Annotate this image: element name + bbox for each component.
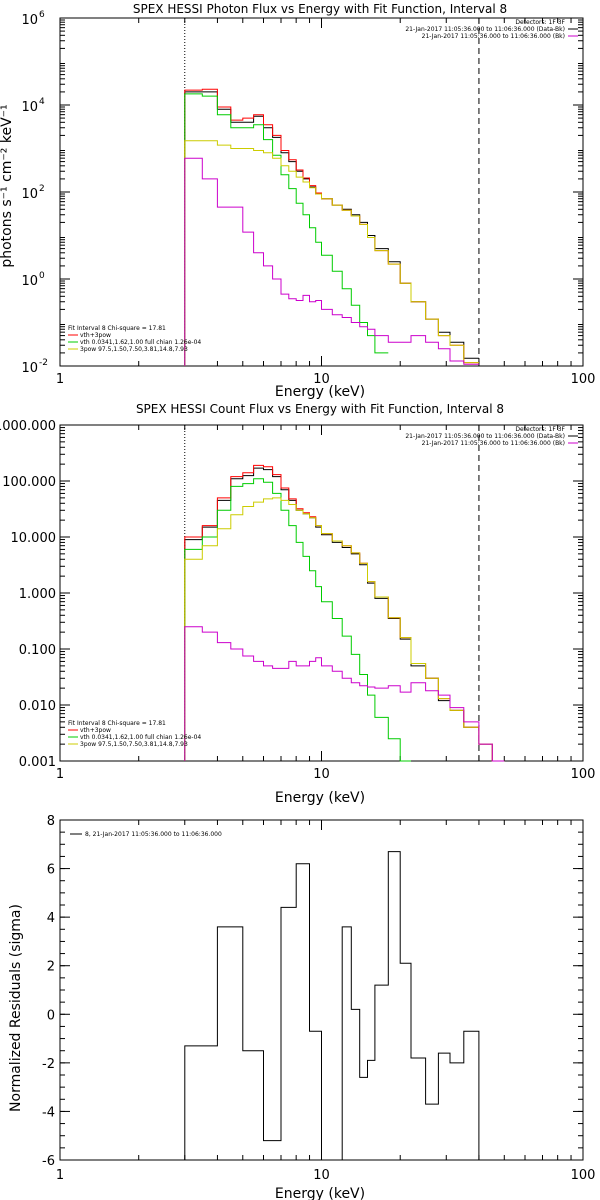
photon-flux-xtick-label: 100 xyxy=(571,372,596,387)
residuals-ytick-label: -2 xyxy=(42,1057,55,1072)
count-flux-ytick-label: 1000.000 xyxy=(0,419,56,434)
photon-flux-ytick-label: 10 xyxy=(21,100,38,115)
count-flux-legend-top-entry: 21-Jan-2017 11:05:36.000 to 11:06:36.000… xyxy=(405,433,565,440)
count-flux-ytick-label: 0.001 xyxy=(19,755,56,770)
residuals-marks: 1 10 100 -6 -4 -2 0 2 4 6 8 8, 21-Jan-2017 11:05:36… xyxy=(42,814,595,1183)
residuals-ytick-label: 2 xyxy=(47,960,55,975)
count-flux-ytick-label: 100.000 xyxy=(2,475,56,490)
photon-flux-series-vth xyxy=(184,93,389,366)
count-flux-series-bk xyxy=(184,626,505,762)
photon-flux-series-bk xyxy=(184,157,479,366)
residuals-series-line xyxy=(184,851,480,1161)
count-flux-legend-top-entry: 21-Jan-2017 11:05:36.000 to 11:06:36.000… xyxy=(422,440,565,447)
photon-flux-ytick-exponent: 0 xyxy=(39,271,45,281)
count-flux-series-vth xyxy=(184,478,411,762)
residuals-panel: Energy (keV) Normalized Residuals (sigma… xyxy=(8,814,595,1200)
photon-flux-ytick-label: 10 xyxy=(21,13,38,28)
count-flux-ytick-label: 0.010 xyxy=(19,699,56,714)
photon-flux-legend-top-entry: 21-Jan-2017 11:05:36.000 to 11:06:36.000… xyxy=(422,33,565,40)
residuals-ytick-label: -6 xyxy=(42,1154,55,1169)
residuals-xtick-label: 10 xyxy=(313,1168,330,1183)
photon-flux-series-3pow xyxy=(184,140,479,366)
count-flux-xtick-label: 1 xyxy=(56,767,64,782)
residuals-ylabel: Normalized Residuals (sigma) xyxy=(8,904,24,1112)
photon-flux-legend-top-entry: Detectors: 1F 3F xyxy=(515,19,565,26)
residuals-xtick-label: 100 xyxy=(571,1168,596,1183)
count-flux-legend-bottom-entry: vth+3pow xyxy=(80,727,111,734)
count-flux-ytick-label: 10.000 xyxy=(11,531,57,546)
count-flux-legend-bottom-entry: Fit Interval 8 Chi-square = 17.81 xyxy=(68,720,166,727)
photon-flux-xlabel: Energy (keV) xyxy=(275,384,365,400)
photon-flux-ytick-exponent: 2 xyxy=(39,184,45,194)
photon-flux-xtick-label: 10 xyxy=(313,372,330,387)
count-flux-ytick-label: 0.100 xyxy=(19,643,56,658)
photon-flux-ytick-label: 10 xyxy=(21,361,38,376)
photon-flux-legend-bottom-entry: vth 0.0341,1.62,1.00 full chian 1.26e-04 xyxy=(80,339,201,346)
count-flux-legend-bottom-entry: 3pow 97.5,1.50,7.50,3.81,14.8,7.93 xyxy=(80,741,188,748)
count-flux-xtick-label: 100 xyxy=(571,767,596,782)
photon-flux-legend-bottom-entry: 3pow 97.5,1.50,7.50,3.81,14.8,7.93 xyxy=(80,346,188,353)
residuals-ytick-label: 4 xyxy=(47,911,55,926)
residuals-xtick-label: 1 xyxy=(56,1168,64,1183)
count-flux-xlabel: Energy (keV) xyxy=(275,790,365,806)
photon-flux-legend-bottom-entry: vth+3pow xyxy=(80,332,111,339)
photon-flux-legend-bottom-entry: Fit Interval 8 Chi-square = 17.81 xyxy=(68,325,166,332)
photon-flux-ytick-label: 10 xyxy=(21,274,38,289)
photon-flux-ylabel: photons s⁻¹ cm⁻² keV⁻¹ xyxy=(0,104,15,267)
residuals-ytick-label: 6 xyxy=(47,863,55,878)
count-flux-series-3pow xyxy=(184,497,505,762)
residuals-xlabel: Energy (keV) xyxy=(275,1186,365,1200)
count-flux-title: SPEX HESSI Count Flux vs Energy with Fit… xyxy=(136,402,504,416)
photon-flux-ytick-exponent: 6 xyxy=(39,10,45,20)
residuals-legend-entry: 8, 21-Jan-2017 11:05:36.000 to 11:06:36.… xyxy=(85,831,222,838)
count-flux-ytick-label: 1.000 xyxy=(19,587,56,602)
residuals-ytick-label: -4 xyxy=(42,1105,55,1120)
count-flux-xtick-label: 10 xyxy=(313,767,330,782)
photon-flux-ytick-exponent: 4 xyxy=(39,97,45,107)
photon-flux-panel: SPEX HESSI Photon Flux vs Energy with Fi… xyxy=(0,2,595,400)
photon-flux-xtick-label: 1 xyxy=(56,372,64,387)
photon-flux-title: SPEX HESSI Photon Flux vs Energy with Fi… xyxy=(133,2,507,16)
count-flux-legend-top-entry: Detectors: 1F 3F xyxy=(515,426,565,433)
count-flux-legend-bottom-entry: vth 0.0341,1.62,1.00 full chian 1.26e-04 xyxy=(80,734,201,741)
photon-flux-ytick-label: 10 xyxy=(21,187,38,202)
photon-flux-legend-top-entry: 21-Jan-2017 11:05:36.000 to 11:06:36.000… xyxy=(405,26,565,33)
count-flux-marks: 1 10 100 1000.000 100.000 10.000 1.000 0.100 0.0… xyxy=(0,419,595,782)
residuals-ytick-label: 8 xyxy=(47,814,55,829)
count-flux-panel: SPEX HESSI Count Flux vs Energy with Fit… xyxy=(0,402,595,806)
photon-flux-ytick-exponent: -2 xyxy=(39,358,48,368)
residuals-ytick-label: 0 xyxy=(47,1008,55,1023)
